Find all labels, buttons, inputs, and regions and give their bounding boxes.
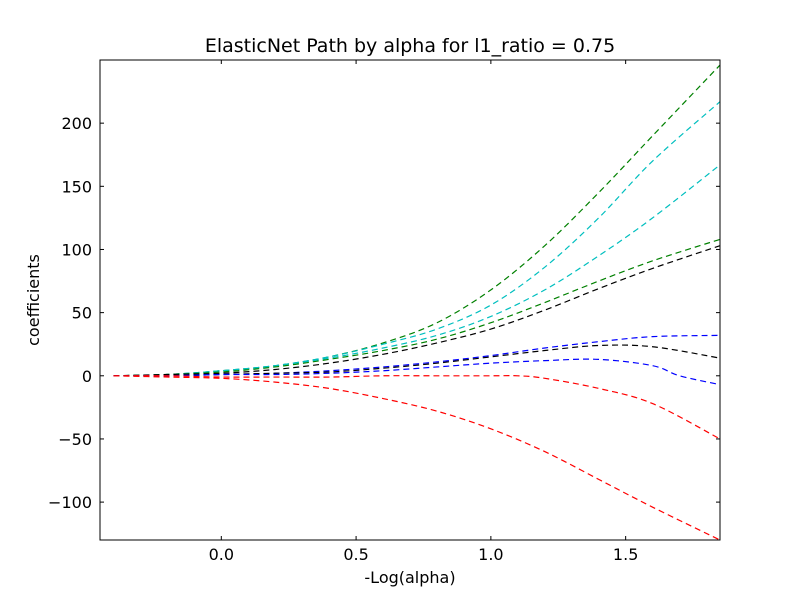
y-tick-label: 0 xyxy=(82,367,92,386)
y-tick-label: 50 xyxy=(72,304,92,323)
series-line-5 xyxy=(113,245,721,377)
y-tick-label: 150 xyxy=(61,177,92,196)
series-line-1 xyxy=(113,64,721,377)
plot-area-frame xyxy=(99,59,721,541)
series-line-6 xyxy=(113,334,721,377)
x-tick-label: 0.5 xyxy=(343,545,368,564)
y-tick-label: −50 xyxy=(58,430,92,449)
series-line-10 xyxy=(113,375,721,541)
series-line-7 xyxy=(113,344,721,377)
chart-title: ElasticNet Path by alpha for l1_ratio = … xyxy=(205,35,615,57)
series-line-4 xyxy=(113,238,721,377)
y-tick-label: 100 xyxy=(61,240,92,259)
x-axis-label: -Log(alpha) xyxy=(364,568,455,587)
series-layer xyxy=(113,64,721,541)
x-tick-label: 1.5 xyxy=(613,545,638,564)
x-tick-label: 1.0 xyxy=(478,545,503,564)
series-line-3 xyxy=(113,164,721,377)
ticks-layer: 0.0 0.5 1.0 1.5 −100 −50 0 50 100 150 200 xyxy=(48,60,720,564)
x-tick-label: 0.0 xyxy=(209,545,234,564)
series-line-2 xyxy=(113,101,721,377)
series-line-8 xyxy=(113,358,721,386)
y-tick-label: −100 xyxy=(48,493,92,512)
y-axis-label: coefficients xyxy=(24,254,43,346)
series-line-9 xyxy=(113,375,721,440)
y-tick-label: 200 xyxy=(61,114,92,133)
